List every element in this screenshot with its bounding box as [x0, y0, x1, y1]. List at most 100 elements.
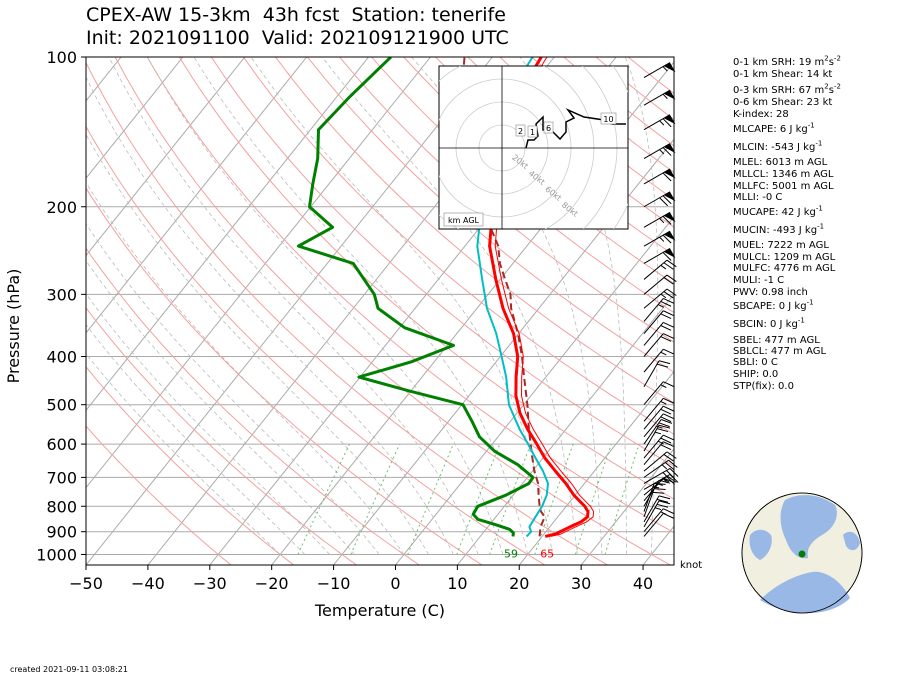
- barb-half: [660, 351, 667, 356]
- wind-barb: [643, 459, 678, 478]
- barb-full: [660, 301, 672, 307]
- globe-ocean-north: [780, 495, 837, 559]
- barb-full: [652, 491, 665, 494]
- x-tick-label: −20: [255, 574, 289, 593]
- barb-flag: [663, 231, 676, 241]
- wind-barb: [643, 211, 676, 228]
- dewpoint-profile: [296, 57, 535, 537]
- barb-half: [662, 472, 668, 478]
- barb-full: [662, 172, 672, 182]
- barb-full: [660, 325, 672, 331]
- barb-staff: [643, 322, 664, 346]
- hodograph-height-box: [527, 125, 538, 138]
- chart-title-line1: CPEX-AW 15-3km 43h fcst Station: tenerif…: [86, 4, 506, 26]
- barb-staff: [643, 495, 660, 523]
- x-tick-label: −10: [317, 574, 351, 593]
- isotherm-line: [86, 57, 431, 489]
- barb-staff: [643, 468, 671, 484]
- dry-adiabat-line: [114, 57, 671, 565]
- barb-staff: [643, 274, 668, 295]
- dry-adiabat-line: [86, 187, 483, 565]
- wind-barb: [643, 297, 674, 322]
- mixing-ratio-line: [456, 443, 501, 555]
- barb-half: [661, 464, 668, 470]
- index-line: SHIP: 0.0: [733, 369, 779, 380]
- barb-full: [656, 498, 669, 503]
- barb-staff: [643, 259, 668, 280]
- barb-staff: [643, 348, 664, 373]
- index-line: MLLI: -0 C: [733, 192, 783, 203]
- barb-full: [654, 488, 666, 491]
- barb-full: [663, 297, 674, 304]
- wind-barb: [643, 413, 674, 438]
- barb-full: [656, 363, 669, 368]
- index-line: MLEL: 6013 m AGL: [733, 157, 828, 168]
- dry-adiabat-line: [86, 61, 608, 565]
- wind-barb: [643, 434, 674, 459]
- moist-adiabat-line: [86, 353, 281, 555]
- isotherm-line: [456, 293, 674, 565]
- wind-barb: [643, 62, 676, 79]
- hodograph-frame: [438, 65, 629, 230]
- wind-barb: [643, 143, 676, 159]
- wind-barb: [643, 230, 676, 247]
- moist-adiabat-line: [624, 57, 659, 555]
- wind-barb: [643, 348, 674, 373]
- x-tick-label: 10: [447, 574, 467, 593]
- isotherm-line: [86, 57, 246, 257]
- barb-full: [660, 313, 672, 320]
- mixing-ratio-line: [350, 443, 401, 555]
- mixing-ratio-line: [489, 443, 532, 555]
- dry-adiabat-line: [86, 306, 357, 565]
- mixing-ratio-line: [574, 443, 612, 555]
- isotherm-line: [518, 370, 674, 565]
- barb-half: [654, 431, 662, 435]
- barb-full: [669, 468, 679, 477]
- index-line: MLLFC: 5001 m AGL: [733, 181, 834, 192]
- index-line: K-index: 28: [733, 109, 789, 120]
- y-tick-label: 1000: [36, 545, 77, 564]
- barb-full: [663, 397, 674, 404]
- barb-full: [662, 234, 672, 244]
- wind-barb: [643, 89, 676, 106]
- index-line: 0-1 km SRH: 19 m2s-2: [733, 54, 841, 68]
- barb-full: [666, 259, 677, 268]
- barb-half: [662, 478, 668, 484]
- y-tick-label: 800: [46, 497, 77, 516]
- barb-staff: [643, 459, 669, 478]
- barb-full: [658, 500, 671, 505]
- barb-staff: [643, 424, 660, 452]
- wind-barb: [643, 310, 674, 335]
- barb-staff: [643, 508, 664, 533]
- barb-half: [662, 66, 668, 72]
- barb-staff: [643, 488, 655, 517]
- hodograph-height-box: [543, 121, 554, 134]
- barb-full: [663, 454, 674, 462]
- wind-barb: [643, 288, 677, 309]
- barb-full: [663, 291, 674, 299]
- barb-half: [659, 120, 665, 126]
- index-line: SBCIN: 0 J kg-1: [733, 316, 805, 330]
- barb-staff: [643, 360, 660, 387]
- wind-barb: [643, 424, 671, 452]
- isotherm-line: [86, 57, 308, 334]
- barb-staff: [643, 434, 664, 459]
- mixing-ratio-line: [407, 443, 454, 555]
- barb-full: [666, 476, 675, 485]
- x-tick-label: −50: [69, 574, 103, 593]
- barb-full: [663, 441, 674, 447]
- hodograph-height-box: [600, 112, 617, 125]
- isotherm-line: [395, 216, 674, 565]
- wind-barb: [643, 468, 679, 484]
- dry-adiabat-line: [86, 425, 232, 565]
- hodograph-height-label: 6: [546, 124, 551, 133]
- x-tick-label: 40: [633, 574, 653, 593]
- barb-full: [663, 333, 674, 339]
- wind-barb: [643, 451, 677, 472]
- barb-staff: [643, 405, 664, 430]
- hodograph-footer-box: [443, 212, 484, 227]
- barb-full: [656, 428, 669, 433]
- barb-full: [660, 437, 672, 444]
- barb-full: [663, 321, 674, 328]
- barb-half: [660, 264, 667, 270]
